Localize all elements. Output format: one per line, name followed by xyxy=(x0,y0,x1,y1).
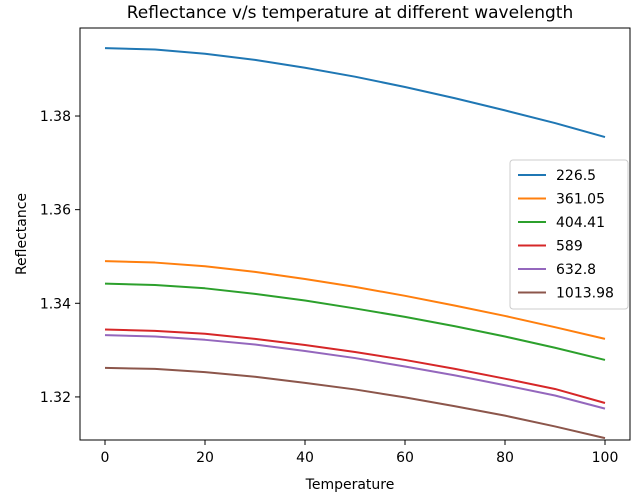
y-axis-label: Reflectance xyxy=(14,193,30,275)
legend-label-404.41: 404.41 xyxy=(556,215,605,231)
legend: 226.5 361.05 404.41 589 632.8 1013.98 xyxy=(509,159,629,310)
series-line-226.5 xyxy=(104,47,606,139)
legend-label-361.05: 361.05 xyxy=(556,192,605,208)
series-line-632.8 xyxy=(104,334,606,410)
series-line-589 xyxy=(104,328,606,404)
legend-label-226.5: 226.5 xyxy=(556,168,596,184)
x-tick-label: 40 xyxy=(296,450,314,466)
legend-label-589: 589 xyxy=(556,239,583,255)
legend-box xyxy=(509,159,629,310)
plot-frame xyxy=(79,27,631,441)
series-line-1013.98 xyxy=(104,366,606,440)
x-tick-label: 20 xyxy=(196,450,214,466)
x-axis-label: Temperature xyxy=(305,477,395,493)
legend-label-1013.98: 1013.98 xyxy=(556,286,614,302)
y-tick-label: 1.38 xyxy=(40,109,71,125)
chart-title: Reflectance v/s temperature at different… xyxy=(127,3,574,23)
y-tick-label: 1.32 xyxy=(40,390,71,406)
legend-label-632.8: 632.8 xyxy=(556,262,596,278)
x-tick-label: 100 xyxy=(592,450,619,466)
series-line-404.41 xyxy=(104,282,606,361)
series-line-361.05 xyxy=(104,260,606,340)
series-layer xyxy=(104,47,606,440)
axes-layer: 0 20 40 60 80 100 1.32 1.34 1.36 1.38 xyxy=(40,27,631,466)
y-tick-label: 1.36 xyxy=(40,203,71,219)
x-tick-label: 0 xyxy=(101,450,110,466)
x-tick-label: 80 xyxy=(496,450,514,466)
x-tick-label: 60 xyxy=(396,450,414,466)
y-tick-label: 1.34 xyxy=(40,296,71,312)
